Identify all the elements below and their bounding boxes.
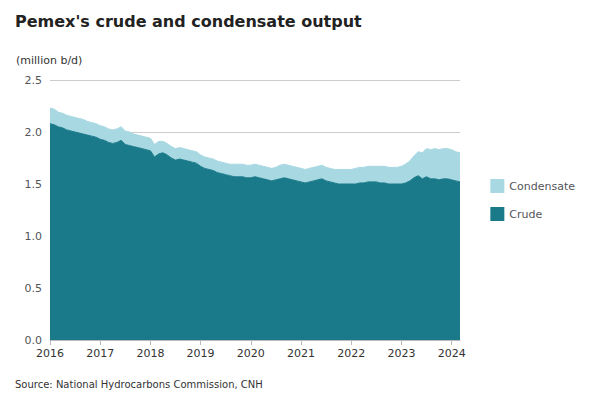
svg-text:2.5: 2.5	[25, 74, 43, 87]
svg-text:(million b/d): (million b/d)	[16, 54, 82, 67]
svg-text:Source: National Hydrocarbons: Source: National Hydrocarbons Commission…	[15, 379, 263, 390]
svg-text:1.0: 1.0	[25, 230, 43, 243]
svg-text:2023: 2023	[387, 347, 415, 360]
svg-text:0.0: 0.0	[25, 334, 43, 347]
svg-text:2018: 2018	[136, 347, 164, 360]
svg-text:2.0: 2.0	[25, 126, 43, 139]
svg-text:2019: 2019	[187, 347, 215, 360]
svg-text:2016: 2016	[36, 347, 64, 360]
svg-text:2024: 2024	[438, 347, 466, 360]
svg-text:2017: 2017	[86, 347, 114, 360]
svg-text:Pemex's crude and condensate o: Pemex's crude and condensate output	[15, 12, 362, 31]
svg-text:2020: 2020	[237, 347, 265, 360]
svg-text:Crude: Crude	[509, 208, 542, 221]
svg-text:Condensate: Condensate	[509, 180, 575, 193]
svg-text:1.5: 1.5	[25, 178, 43, 191]
svg-text:0.5: 0.5	[25, 282, 43, 295]
svg-text:2021: 2021	[287, 347, 315, 360]
svg-text:2022: 2022	[337, 347, 365, 360]
